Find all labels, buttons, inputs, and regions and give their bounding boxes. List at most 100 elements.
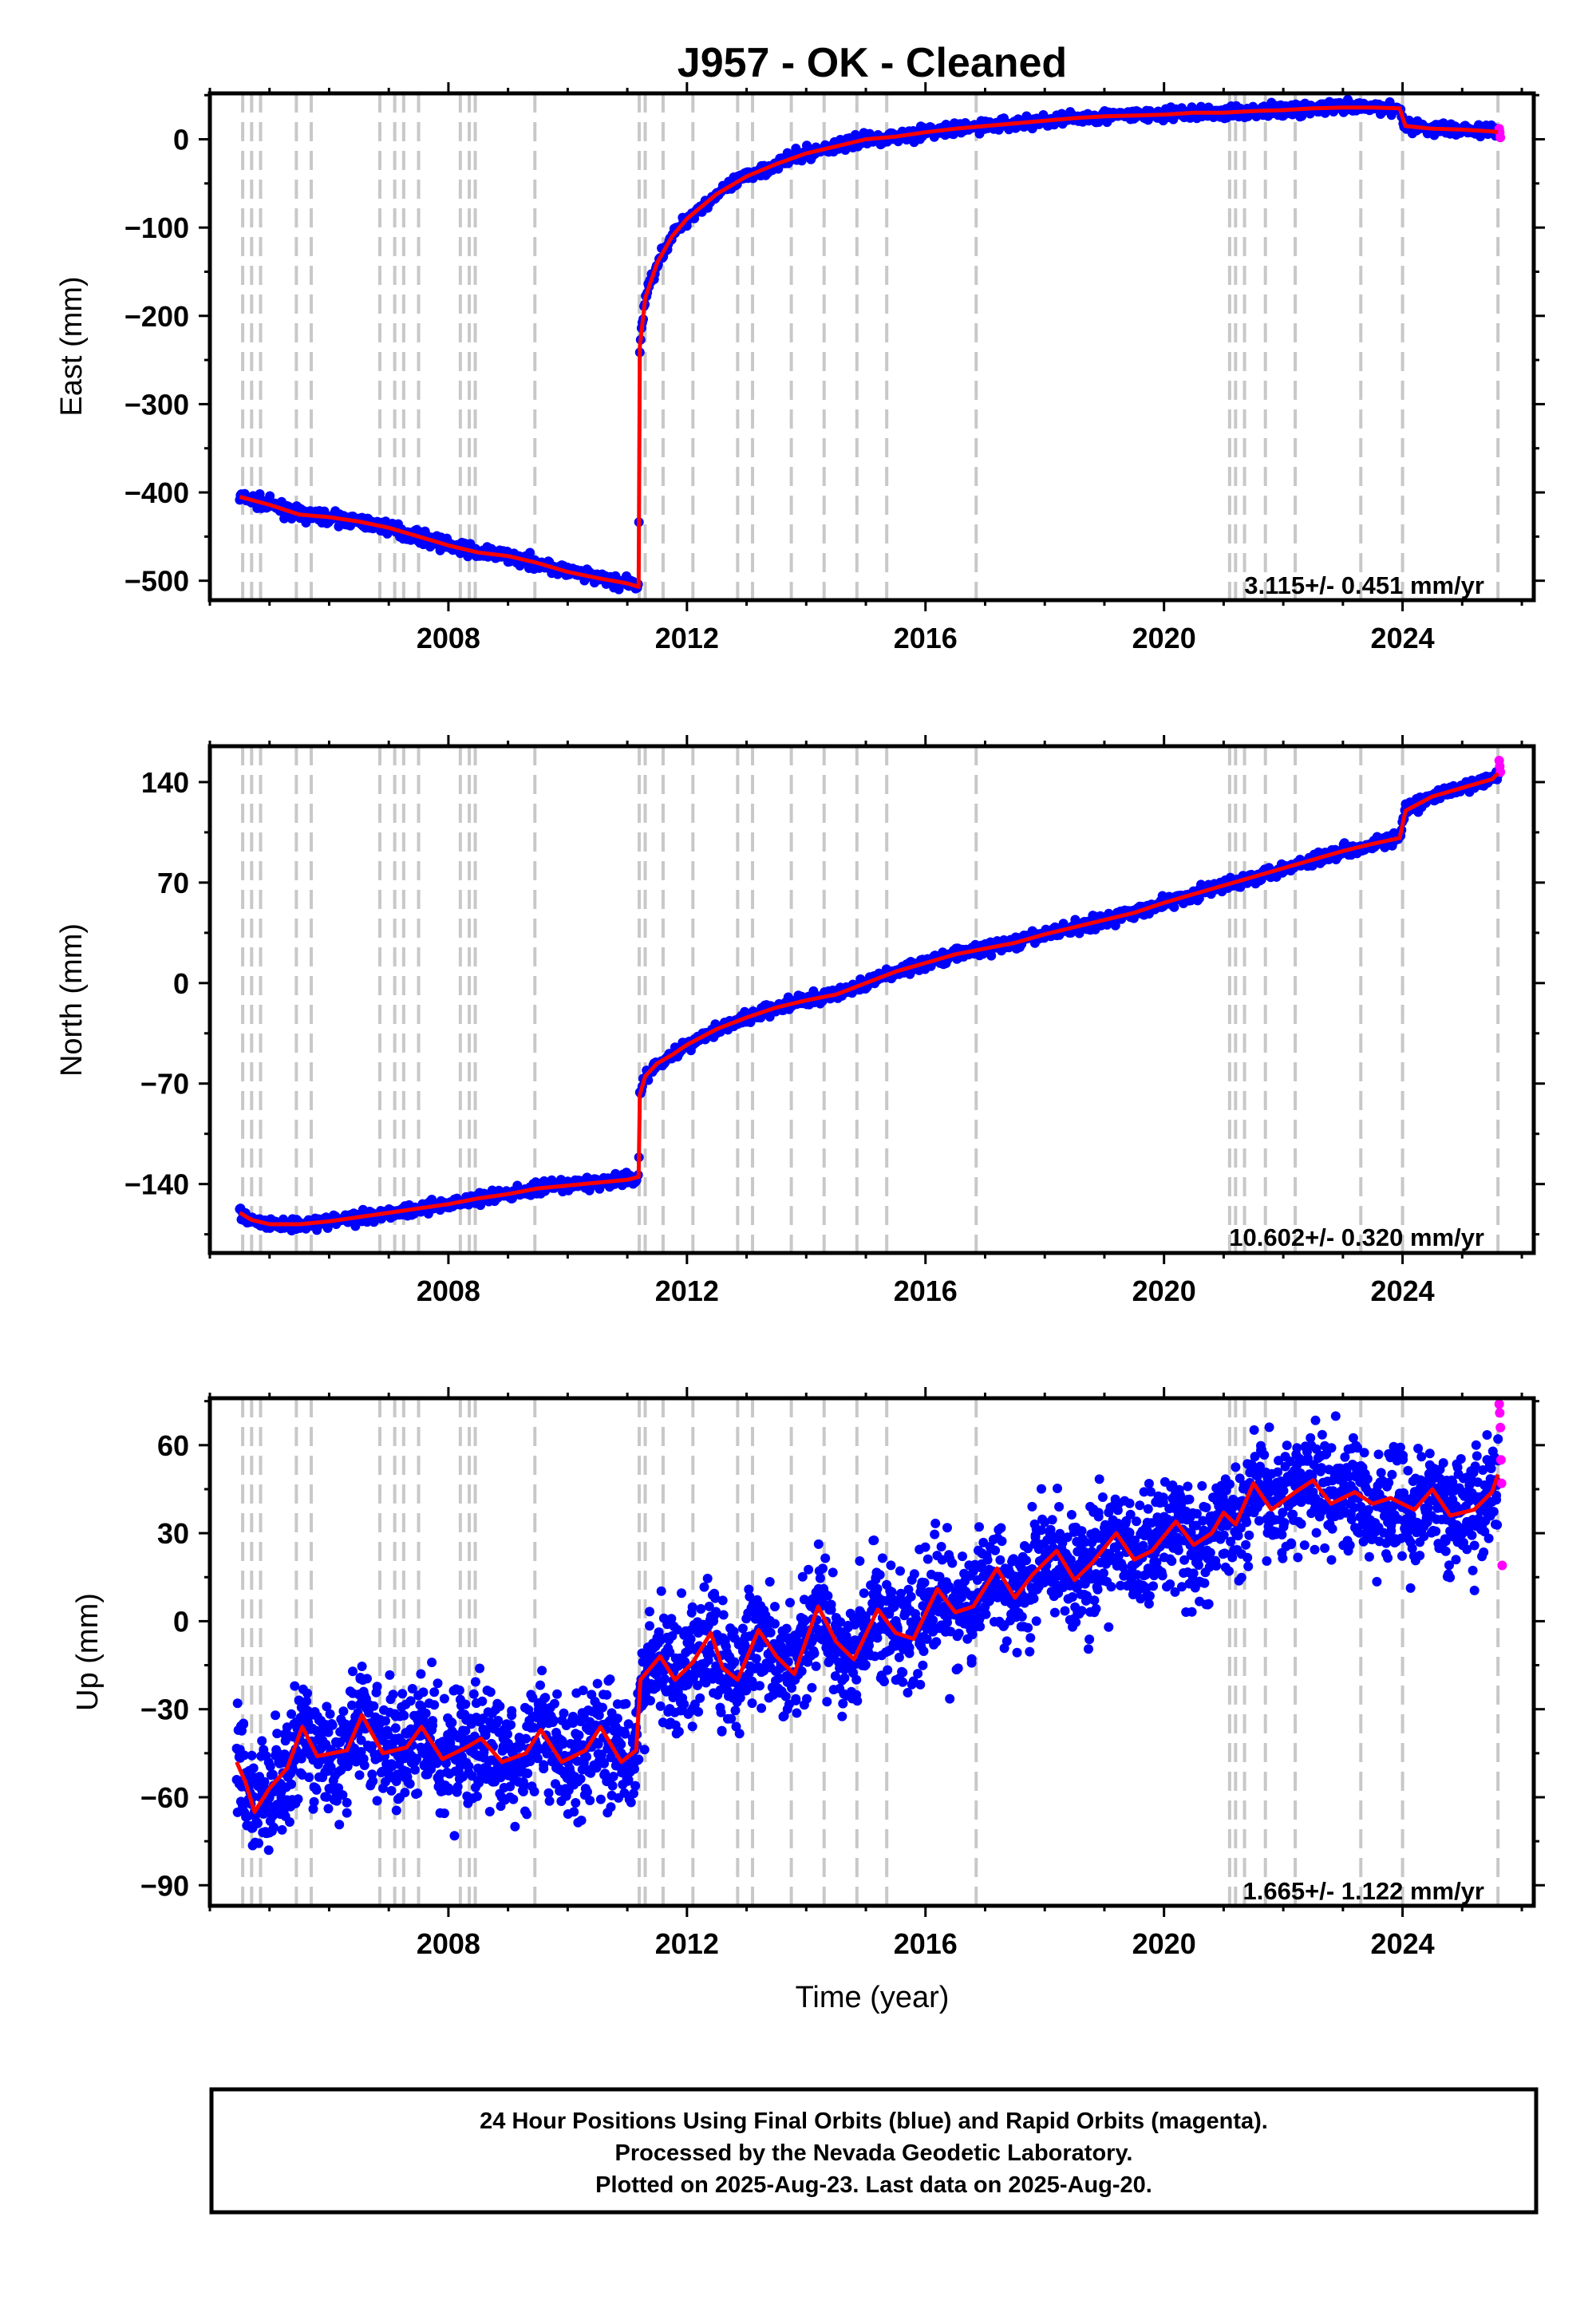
final-orbit-point — [397, 1689, 408, 1699]
final-orbit-point — [879, 1677, 889, 1686]
final-orbit-point — [804, 1564, 814, 1575]
final-orbit-point — [828, 1567, 838, 1578]
final-orbit-point — [247, 1750, 257, 1761]
final-orbit-point — [1084, 1644, 1093, 1654]
plot-frame — [207, 744, 1536, 1255]
final-orbit-point — [385, 1670, 395, 1680]
final-orbit-point — [986, 951, 997, 961]
final-orbit-point — [1027, 1501, 1037, 1512]
final-orbit-point — [358, 1686, 369, 1697]
east-axes: 2008 2012 2016 2020 20240−100−200−300−400−50… — [124, 82, 1545, 654]
final-orbit-point — [316, 1729, 326, 1739]
final-orbit-point — [1104, 1622, 1114, 1632]
final-orbit-point — [1113, 1551, 1124, 1561]
y-tick-label: 140 — [141, 766, 189, 799]
final-orbit-point — [559, 1708, 569, 1718]
x-tick-label: 2008 — [417, 622, 480, 654]
final-orbit-point — [410, 1765, 420, 1775]
final-orbit-point — [416, 1669, 426, 1679]
x-tick-label: 2020 — [1132, 1275, 1196, 1307]
final-orbit-point — [1177, 1582, 1187, 1592]
final-orbit-point — [569, 1807, 579, 1817]
final-orbit-point — [403, 1777, 413, 1788]
x-tick-label: 2012 — [655, 1275, 719, 1307]
final-orbit-point — [308, 1755, 318, 1765]
final-orbit-point — [1012, 1647, 1022, 1658]
y-tick-label: −500 — [124, 565, 189, 598]
final-orbit-point — [255, 489, 265, 499]
final-orbit-point — [304, 1773, 314, 1782]
final-orbit-point — [544, 1796, 555, 1806]
final-orbit-point — [298, 1705, 309, 1716]
x-tick-label: 2016 — [894, 1275, 958, 1307]
final-orbit-point — [286, 1779, 297, 1789]
rate-label: 10.602+/- 0.320 mm/yr — [1229, 1223, 1484, 1251]
final-orbit-point — [1148, 1581, 1159, 1591]
final-orbit-point — [1084, 1634, 1095, 1645]
final-orbit-point — [920, 1542, 930, 1552]
final-orbit-point — [1170, 1587, 1180, 1597]
y-tick-label: −200 — [124, 300, 189, 333]
plot-frame — [207, 91, 1536, 603]
final-orbit-point — [942, 1523, 952, 1533]
final-orbit-point — [314, 1745, 325, 1755]
final-orbit-point — [1413, 1444, 1424, 1453]
final-orbit-point — [280, 1736, 290, 1746]
final-orbit-point — [699, 1582, 709, 1592]
final-orbit-point — [997, 1536, 1007, 1547]
final-orbit-point — [1135, 1500, 1145, 1511]
final-orbit-point — [470, 1677, 480, 1687]
final-orbit-point — [1346, 1515, 1357, 1524]
final-orbit-point — [1231, 1462, 1241, 1472]
final-orbit-point — [1106, 1582, 1116, 1592]
final-orbit-point — [257, 1785, 267, 1796]
final-orbit-point — [755, 1681, 764, 1691]
final-orbit-point — [730, 1705, 741, 1716]
final-orbit-point — [382, 1725, 393, 1736]
final-orbit-point — [1099, 1568, 1108, 1579]
final-orbit-point — [334, 1820, 345, 1830]
final-orbit-point — [391, 1777, 401, 1786]
final-orbit-point — [1363, 1504, 1373, 1515]
final-orbit-point — [290, 1681, 300, 1691]
final-orbit-point — [1097, 1492, 1108, 1502]
final-orbit-point — [378, 1783, 388, 1793]
final-orbit-point — [356, 1747, 366, 1757]
final-orbit-point — [263, 1799, 273, 1808]
final-orbit-point — [1397, 1551, 1407, 1561]
final-orbit-point — [974, 1522, 984, 1532]
final-orbit-point — [347, 1700, 357, 1710]
final-orbit-point — [710, 1593, 721, 1603]
final-orbit-point — [872, 1633, 883, 1643]
final-orbit-point — [1469, 1585, 1479, 1595]
final-orbit-point — [388, 1690, 398, 1700]
final-orbit-point — [334, 1783, 344, 1793]
final-orbit-point — [915, 1679, 926, 1690]
final-orbit-point — [390, 1723, 401, 1733]
final-orbit-point — [1077, 1526, 1087, 1536]
final-orbit-point — [639, 1745, 650, 1755]
final-orbit-points — [235, 94, 1503, 595]
final-orbit-point — [460, 1699, 471, 1709]
model-curve — [239, 105, 1499, 589]
final-orbit-point — [1244, 1530, 1254, 1540]
final-orbit-point — [263, 1757, 274, 1768]
final-orbit-point — [342, 1808, 352, 1818]
final-orbit-point — [1376, 1468, 1386, 1478]
final-orbit-point — [655, 1701, 666, 1711]
final-orbit-point — [822, 1697, 832, 1707]
final-orbit-point — [250, 1837, 260, 1848]
final-orbit-point — [400, 1788, 410, 1798]
final-orbit-point — [433, 1678, 443, 1689]
final-orbit-point — [958, 1551, 967, 1562]
y-tick-label: −100 — [124, 211, 189, 244]
step-epoch-lines — [241, 746, 1500, 1253]
final-orbit-point — [1074, 928, 1084, 939]
final-orbit-point — [1144, 1479, 1154, 1488]
final-orbit-point — [265, 491, 275, 501]
final-orbit-point — [1311, 1444, 1321, 1454]
final-orbit-point — [370, 1754, 381, 1765]
